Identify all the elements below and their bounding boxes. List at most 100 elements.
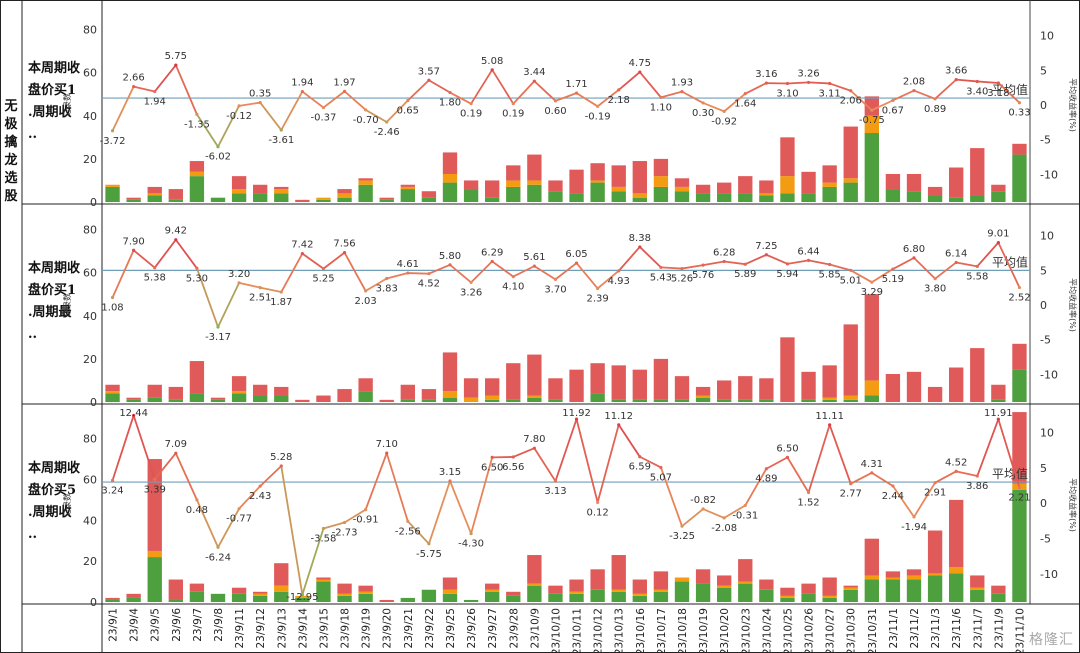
bar-orange	[885, 577, 901, 580]
return-point	[933, 277, 937, 281]
left-axis-title: 记录数	[62, 293, 72, 317]
bar-orange	[864, 380, 879, 396]
bar-green	[717, 399, 732, 402]
bar-orange	[717, 585, 732, 588]
row-label-line: ..	[28, 527, 37, 542]
return-point	[617, 423, 621, 427]
return-line-segment	[850, 472, 873, 485]
return-point	[279, 128, 283, 132]
bar-red	[759, 579, 774, 590]
return-point	[174, 238, 178, 242]
return-line-segment	[175, 239, 198, 269]
return-line-segment	[133, 249, 156, 269]
return-line-segment	[196, 113, 219, 148]
return-line-segment	[111, 415, 135, 481]
bar-orange	[843, 587, 858, 590]
return-line-segment	[976, 241, 1000, 267]
return-label: 5.89	[734, 269, 756, 280]
return-point	[680, 524, 684, 528]
bar-red	[991, 585, 1006, 594]
bar-red	[653, 358, 669, 400]
return-line-segment	[702, 102, 725, 113]
bar-green	[780, 193, 795, 202]
return-label: 5.43	[650, 272, 672, 283]
return-label: 4.52	[418, 279, 440, 290]
bar-green	[611, 399, 626, 402]
return-label: -6.02	[205, 152, 231, 163]
bar-red	[717, 575, 732, 586]
bar-red	[295, 399, 310, 402]
return-label: 2.06	[840, 96, 862, 107]
return-line-segment	[154, 239, 177, 269]
bar-green	[674, 399, 690, 402]
return-line-segment	[196, 267, 219, 328]
return-line-segment	[322, 251, 346, 270]
bar-green	[168, 399, 183, 402]
return-label: -6.24	[205, 552, 231, 563]
bar-red	[168, 189, 183, 200]
return-label: -0.77	[226, 514, 252, 525]
row-label-line: ..	[28, 327, 37, 342]
left-tick-label: 80	[83, 24, 97, 37]
bar-red	[885, 373, 901, 402]
return-point	[321, 267, 326, 271]
return-line-segment	[597, 89, 620, 108]
return-line-segment	[449, 91, 472, 105]
x-tick-label: 23/9/19	[361, 608, 373, 648]
bar-red	[400, 184, 415, 187]
bar-green	[147, 195, 162, 202]
bar-red	[906, 569, 922, 576]
return-point	[153, 89, 157, 94]
x-tick-label: 23/11/9	[993, 608, 1005, 648]
return-label: 6.05	[565, 249, 587, 260]
bar-green	[400, 399, 415, 402]
return-label: 11.11	[815, 411, 844, 422]
return-line-segment	[491, 260, 514, 278]
return-label: -2.56	[395, 526, 421, 537]
bar-red	[337, 583, 352, 594]
return-label: 3.80	[924, 284, 946, 295]
return-label: 5.85	[819, 269, 841, 280]
bar-red	[695, 184, 711, 194]
bar-orange	[442, 391, 458, 398]
avg-label: 平均值	[992, 466, 1028, 481]
return-label: 1.80	[439, 98, 461, 109]
avg-label: 平均值	[992, 254, 1028, 269]
bar-orange	[295, 595, 310, 598]
return-point	[764, 253, 768, 257]
row-label-line: 本周期收	[28, 60, 81, 76]
bar-red	[316, 577, 331, 580]
return-label: 4.89	[755, 474, 777, 485]
return-line-segment	[997, 82, 1021, 104]
return-point	[364, 508, 368, 512]
return-line-segment	[385, 452, 409, 522]
bar-orange	[316, 579, 331, 582]
return-point	[553, 479, 558, 483]
return-point	[828, 262, 832, 267]
return-line-segment	[744, 253, 767, 266]
bar-green	[991, 399, 1006, 402]
bar-green	[653, 399, 669, 402]
bar-green	[485, 399, 500, 402]
bar-red	[801, 583, 816, 594]
return-point	[532, 79, 536, 83]
bar-green	[906, 579, 922, 602]
right-tick-label: -5	[1040, 334, 1051, 347]
bar-green	[695, 193, 711, 202]
return-point	[638, 455, 642, 459]
bar-green	[674, 581, 690, 602]
bar-green	[147, 397, 162, 402]
bar-orange	[442, 589, 458, 594]
panel-1: 020406080记录数-10-50510平均收益率(%)平均值-3.722.6…	[62, 24, 1078, 209]
bar-green	[949, 573, 964, 602]
return-point	[933, 97, 937, 101]
return-point	[553, 99, 558, 103]
return-label: 3.26	[797, 68, 819, 79]
x-tick-label: 23/9/22	[424, 608, 436, 648]
bar-red	[695, 569, 711, 584]
bar-green	[442, 397, 458, 402]
bar-red	[485, 378, 500, 396]
bar-red	[991, 384, 1006, 400]
return-line-segment	[322, 90, 346, 109]
return-line-segment	[997, 418, 1021, 488]
